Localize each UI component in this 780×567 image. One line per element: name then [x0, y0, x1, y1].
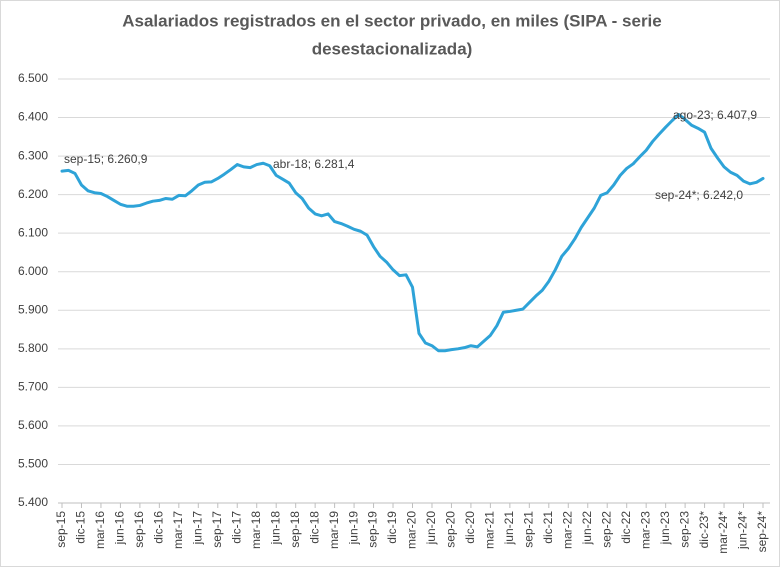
- x-tick-label: sep-16: [132, 511, 146, 548]
- x-tick-label: sep-19: [366, 511, 380, 548]
- x-tick-label: dic-21: [541, 511, 555, 544]
- annotation: sep-15; 6.260,9: [64, 152, 148, 166]
- y-tick-label: 5.800: [18, 341, 48, 355]
- x-tick-label: mar-20: [405, 511, 419, 549]
- x-tick-label: sep-18: [288, 511, 302, 548]
- x-tick-label: jun-23: [658, 511, 672, 546]
- x-tick-label: dic-16: [152, 511, 166, 544]
- y-tick-label: 6.100: [18, 225, 48, 239]
- x-tick-label: sep-20: [444, 511, 458, 548]
- x-tick-label: dic-23*: [697, 511, 711, 549]
- annotation: ago-23; 6.407,9: [673, 108, 757, 122]
- x-tick-label: mar-22: [560, 511, 574, 549]
- x-tick-label: mar-24*: [716, 511, 730, 554]
- y-tick-label: 5.500: [18, 457, 48, 471]
- x-tick-label: jun-16: [113, 511, 127, 546]
- x-tick-label: sep-21: [522, 511, 536, 548]
- x-tick-label: sep-17: [210, 511, 224, 548]
- x-tick-label: sep-24*: [755, 511, 769, 553]
- x-tick-label: dic-18: [307, 511, 321, 544]
- data-line: [60, 113, 765, 353]
- x-tick-label: mar-17: [171, 511, 185, 549]
- y-tick-label: 6.500: [18, 71, 48, 85]
- x-tick-label: jun-17: [190, 511, 204, 546]
- x-tick-label: jun-22: [580, 511, 594, 546]
- annotation: abr-18; 6.281,4: [273, 157, 355, 171]
- chart-title: Asalariados registrados en el sector pri…: [122, 11, 661, 30]
- x-tick-label: mar-18: [249, 511, 263, 549]
- y-tick-label: 6.300: [18, 148, 48, 162]
- x-tick-label: dic-17: [229, 511, 243, 544]
- x-tick-label: jun-20: [424, 511, 438, 546]
- annotation: sep-24*; 6.242,0: [655, 188, 743, 202]
- y-tick-label: 5.600: [18, 418, 48, 432]
- x-tick-label: dic-19: [385, 511, 399, 544]
- x-tick-label: jun-21: [502, 511, 516, 546]
- y-tick-label: 5.900: [18, 302, 48, 316]
- x-tick-label: sep-23: [677, 511, 691, 548]
- x-tick-label: jun-19: [346, 511, 360, 546]
- x-tick-label: sep-22: [599, 511, 613, 548]
- y-tick-label: 5.400: [18, 495, 48, 509]
- y-tick-label: 5.700: [18, 380, 48, 394]
- x-tick-label: sep-15: [54, 511, 68, 548]
- y-tick-label: 6.200: [18, 187, 48, 201]
- x-tick-label: dic-15: [74, 511, 88, 544]
- x-tick-label: mar-23: [638, 511, 652, 549]
- y-tick-label: 6.400: [18, 110, 48, 124]
- x-tick-label: jun-18: [268, 511, 282, 546]
- x-tick-label: dic-20: [463, 511, 477, 544]
- chart-subtitle: desestacionalizada): [312, 39, 473, 58]
- x-tick-label: mar-19: [327, 511, 341, 549]
- x-tick-label: dic-22: [619, 511, 633, 544]
- x-tick-label: mar-16: [93, 511, 107, 549]
- x-tick-label: mar-21: [483, 511, 497, 549]
- x-tick-label: jun-24*: [736, 511, 750, 550]
- y-tick-label: 6.000: [18, 264, 48, 278]
